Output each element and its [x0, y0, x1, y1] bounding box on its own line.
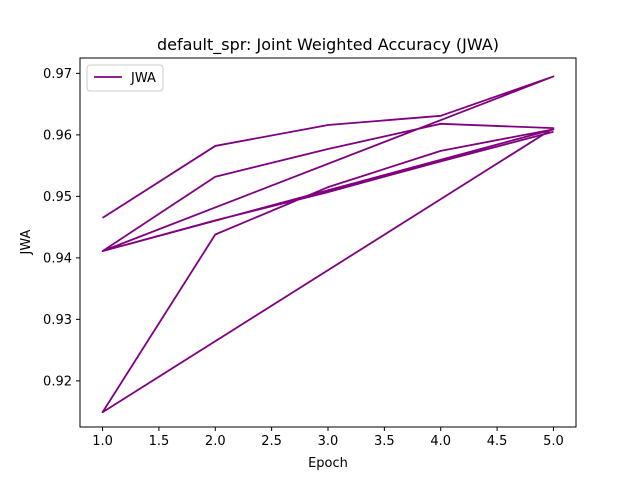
series-line-jwa	[101, 75, 555, 414]
y-tick-label: 0.95	[43, 190, 72, 205]
x-tick-label: 4.0	[430, 434, 451, 449]
x-axis: 1.0 1.5 2.0 2.5 3.0 3.5 4.0 4.5 5.0	[92, 427, 564, 449]
legend-label-jwa: JWA	[130, 71, 156, 86]
y-axis: 0.92 0.93 0.94 0.95 0.96 0.97	[43, 67, 80, 389]
x-axis-label: Epoch	[308, 456, 348, 471]
y-tick-label: 0.97	[43, 67, 72, 82]
legend: JWA	[86, 64, 164, 92]
x-tick-label: 2.5	[261, 434, 282, 449]
y-tick-label: 0.92	[43, 374, 72, 389]
y-tick-label: 0.96	[43, 128, 72, 143]
x-tick-label: 5.0	[543, 434, 564, 449]
x-tick-label: 2.0	[205, 434, 226, 449]
x-tick-label: 1.0	[92, 434, 113, 449]
x-tick-label: 3.5	[374, 434, 395, 449]
y-tick-label: 0.93	[43, 313, 72, 328]
y-tick-label: 0.94	[43, 251, 72, 266]
x-tick-label: 1.5	[149, 434, 170, 449]
y-axis-label: JWA	[19, 229, 34, 255]
x-tick-label: 4.5	[487, 434, 508, 449]
x-tick-label: 3.0	[318, 434, 339, 449]
chart-title: default_spr: Joint Weighted Accuracy (JW…	[157, 35, 499, 55]
legend-box	[86, 64, 164, 92]
